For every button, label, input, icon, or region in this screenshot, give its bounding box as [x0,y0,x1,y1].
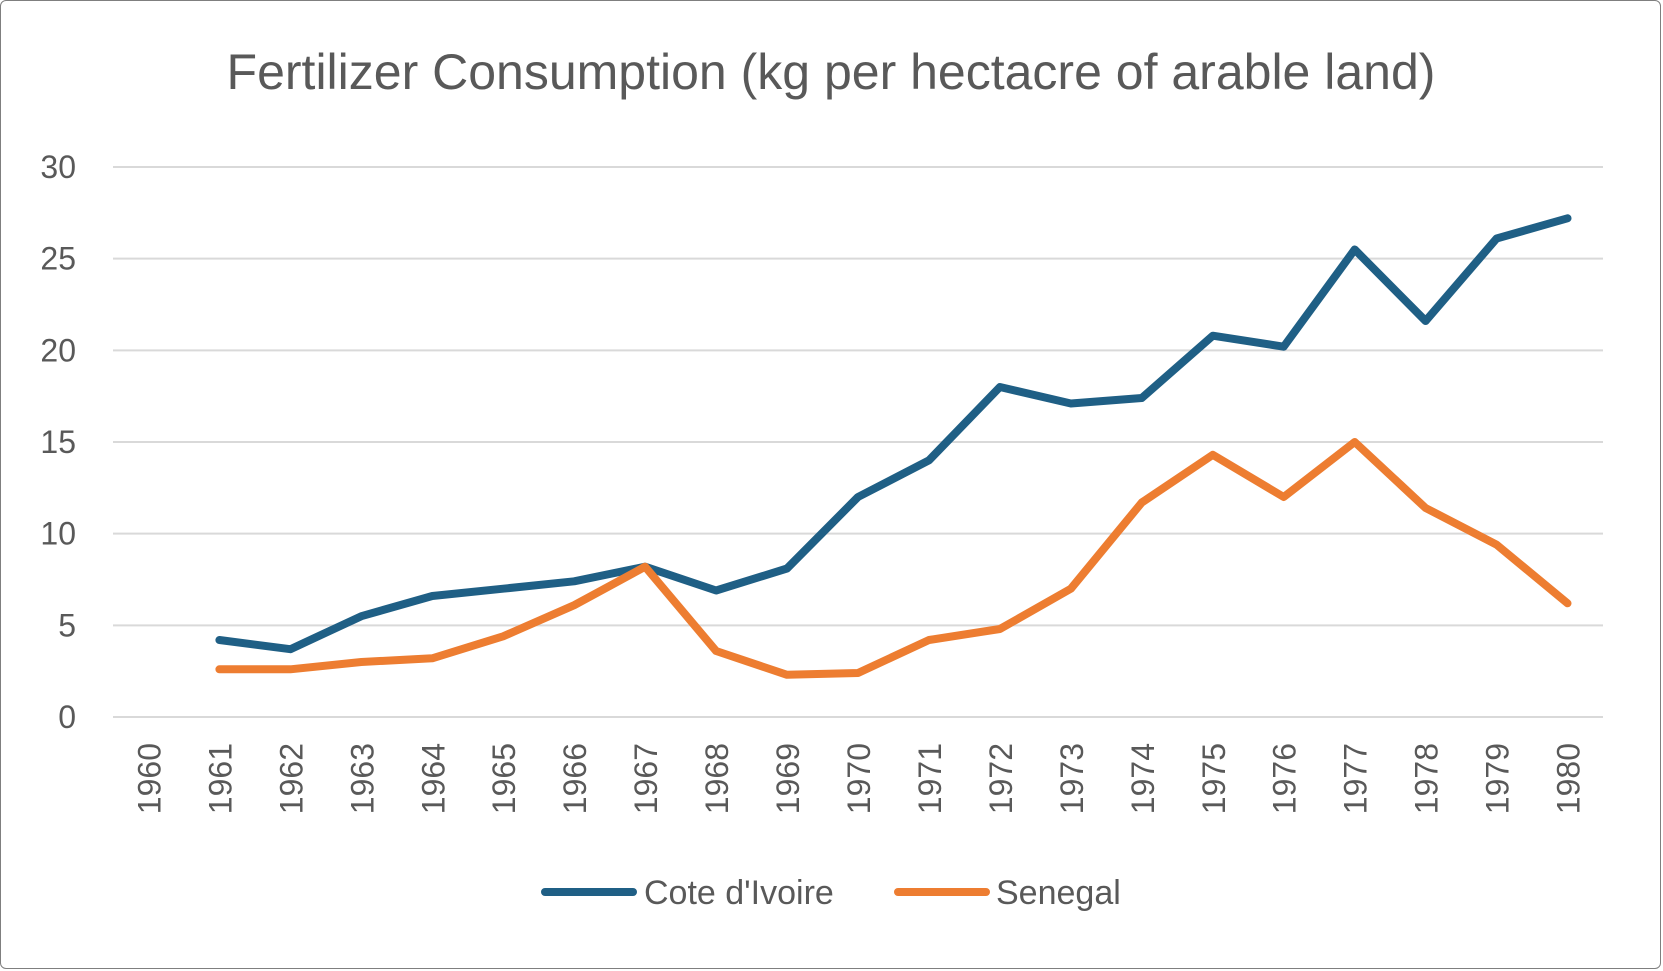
y-tick-label: 10 [40,516,76,552]
x-tick-label: 1972 [983,743,1019,814]
y-tick-label: 5 [58,607,76,643]
legend: Cote d'Ivoire Senegal [541,874,1121,912]
series-line-cote-d-ivoire [215,214,1572,654]
x-tick-label: 1979 [1480,743,1516,814]
legend-label: Senegal [996,874,1121,912]
chart-title: Fertilizer Consumption (kg per hectacre … [227,44,1436,100]
x-tick-label: 1968 [699,743,735,814]
x-tick-label: 1976 [1267,743,1303,814]
x-tick-label: 1966 [557,743,593,814]
x-axis-ticks: 1960 1961 1962 1963 1964 1965 1966 1967 1968 1969… [131,743,1586,814]
series-line-senegal [215,438,1572,679]
y-tick-label: 0 [58,699,76,735]
y-axis-ticks: 0 5 10 15 20 25 30 [40,149,76,735]
x-tick-label: 1973 [1054,743,1090,814]
x-tick-label: 1980 [1551,743,1587,814]
y-tick-label: 25 [40,241,76,277]
x-tick-label: 1971 [912,743,948,814]
legend-label: Cote d'Ivoire [644,874,834,912]
x-tick-label: 1975 [1196,743,1232,814]
x-tick-label: 1969 [770,743,806,814]
x-tick-label: 1960 [131,743,167,814]
x-tick-label: 1967 [628,743,664,814]
x-tick-label: 1963 [344,743,380,814]
x-tick-label: 1965 [486,743,522,814]
y-tick-label: 30 [40,149,76,185]
x-tick-label: 1977 [1338,743,1374,814]
y-tick-label: 15 [40,424,76,460]
x-tick-label: 1970 [841,743,877,814]
x-tick-label: 1961 [202,743,238,814]
x-tick-label: 1962 [273,743,309,814]
x-tick-label: 1974 [1125,743,1161,814]
x-tick-label: 1964 [415,743,451,814]
y-tick-label: 20 [40,332,76,368]
x-tick-label: 1978 [1409,743,1445,814]
series-lines [215,214,1572,679]
gridlines [113,166,1603,718]
